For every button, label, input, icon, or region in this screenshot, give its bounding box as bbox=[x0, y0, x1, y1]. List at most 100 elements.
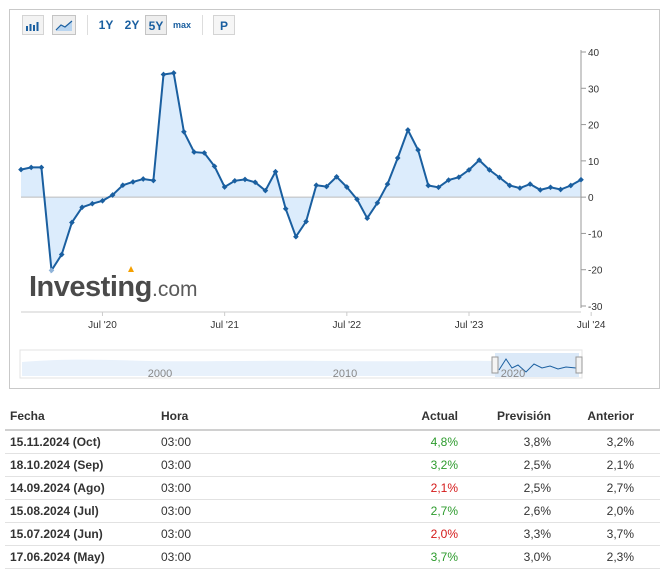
data-point[interactable] bbox=[455, 174, 462, 181]
data-point[interactable] bbox=[119, 182, 126, 189]
data-point[interactable] bbox=[89, 200, 96, 207]
row-time: 03:00 bbox=[161, 527, 192, 541]
data-point[interactable] bbox=[343, 184, 350, 190]
data-point[interactable] bbox=[466, 167, 472, 173]
y-tick-label: -10 bbox=[588, 229, 603, 240]
header-fecha[interactable]: Fecha bbox=[10, 409, 45, 423]
header-anterior[interactable]: Anterior bbox=[587, 409, 634, 423]
row-date: 15.11.2024 (Oct) bbox=[10, 435, 101, 449]
data-point[interactable] bbox=[333, 173, 340, 180]
data-point[interactable] bbox=[221, 184, 228, 190]
y-tick-label: 40 bbox=[588, 48, 600, 59]
data-point[interactable] bbox=[415, 147, 421, 153]
data-point[interactable] bbox=[211, 163, 218, 170]
data-point[interactable] bbox=[109, 192, 116, 198]
data-point[interactable] bbox=[496, 174, 503, 181]
x-tick-label: Jul '20 bbox=[88, 320, 117, 331]
header-hora[interactable]: Hora bbox=[161, 409, 189, 423]
data-point[interactable] bbox=[323, 183, 330, 190]
data-point[interactable] bbox=[567, 182, 574, 189]
chart-toolbar: 1Y 2Y 5Y max P bbox=[10, 10, 659, 40]
navigator-right-handle[interactable] bbox=[575, 356, 583, 374]
data-point[interactable] bbox=[578, 176, 584, 183]
range-1y-button[interactable]: 1Y bbox=[98, 18, 114, 32]
row-forecast: 2,5% bbox=[523, 458, 551, 472]
range-2y-button[interactable]: 2Y bbox=[124, 18, 140, 32]
data-point[interactable] bbox=[79, 204, 85, 211]
data-point[interactable] bbox=[99, 197, 106, 204]
header-actual[interactable]: Actual bbox=[421, 409, 458, 423]
row-forecast: 3,8% bbox=[523, 435, 551, 449]
table-row: 14.09.2024 (Ago) 03:00 2,1% 2,5% 2,7% bbox=[5, 477, 660, 500]
data-point[interactable] bbox=[140, 176, 147, 182]
data-point[interactable] bbox=[303, 218, 309, 225]
data-point[interactable] bbox=[282, 205, 289, 212]
data-point[interactable] bbox=[394, 155, 401, 161]
data-point[interactable] bbox=[272, 168, 279, 175]
data-point[interactable] bbox=[231, 177, 238, 184]
area-chart-glyph bbox=[55, 20, 73, 31]
area-chart-icon[interactable] bbox=[52, 15, 76, 35]
range-max-button[interactable]: max bbox=[172, 20, 191, 30]
data-point[interactable] bbox=[527, 181, 533, 187]
data-point[interactable] bbox=[476, 157, 483, 163]
data-point[interactable] bbox=[374, 200, 381, 206]
row-previous: 3,2% bbox=[606, 435, 634, 449]
data-point[interactable] bbox=[293, 233, 299, 240]
data-point[interactable] bbox=[517, 185, 523, 191]
data-point[interactable] bbox=[486, 167, 493, 173]
row-actual: 4,8% bbox=[430, 435, 458, 449]
data-point[interactable] bbox=[506, 182, 513, 189]
data-point[interactable] bbox=[557, 186, 564, 193]
data-point[interactable] bbox=[262, 187, 269, 194]
navigator-label-2000: 2000 bbox=[148, 368, 172, 380]
p-button[interactable]: P bbox=[213, 15, 235, 35]
y-tick-label: 0 bbox=[588, 193, 594, 204]
y-tick-label: 30 bbox=[588, 84, 600, 95]
data-point[interactable] bbox=[181, 128, 187, 135]
row-time: 03:00 bbox=[161, 481, 192, 495]
data-point[interactable] bbox=[150, 177, 157, 184]
x-tick-label: Jul '21 bbox=[210, 320, 239, 331]
table-row: 15.08.2024 (Jul) 03:00 2,7% 2,6% 2,0% bbox=[5, 500, 660, 523]
row-time: 03:00 bbox=[161, 435, 192, 449]
row-date: 17.06.2024 (May) bbox=[10, 550, 105, 564]
row-previous: 2,7% bbox=[606, 481, 634, 495]
plot-area: 40 30 20 10 0 -10 -20 -30 Jul '20 Jul '21 Jul '22 J… bbox=[18, 48, 606, 331]
watermark-suffix: .com bbox=[152, 278, 198, 301]
data-point[interactable] bbox=[384, 181, 391, 187]
row-forecast: 2,6% bbox=[523, 504, 551, 518]
row-date: 14.09.2024 (Ago) bbox=[10, 481, 105, 495]
range-5y-button[interactable]: 5Y bbox=[145, 15, 167, 35]
data-point[interactable] bbox=[242, 176, 248, 183]
row-forecast: 3,3% bbox=[523, 527, 551, 541]
navigator-selected-line bbox=[498, 358, 577, 373]
toolbar-separator bbox=[202, 15, 203, 35]
data-point[interactable] bbox=[547, 184, 554, 191]
navigator[interactable]: 2000 2010 2020 bbox=[19, 349, 583, 380]
data-point[interactable] bbox=[38, 164, 45, 171]
chart-panel: 1Y 2Y 5Y max P 40 30 20 10 0 -10 -20 -30 Jul '20… bbox=[9, 9, 660, 389]
data-point[interactable] bbox=[130, 179, 136, 185]
row-actual: 3,7% bbox=[430, 550, 458, 564]
row-date: 15.07.2024 (Jun) bbox=[10, 527, 103, 541]
data-point[interactable] bbox=[201, 150, 208, 156]
data-point[interactable] bbox=[354, 196, 360, 203]
row-previous: 3,7% bbox=[606, 527, 634, 541]
header-prevision[interactable]: Previsión bbox=[496, 409, 551, 423]
row-date: 15.08.2024 (Jul) bbox=[10, 504, 99, 518]
data-point[interactable] bbox=[191, 149, 197, 155]
series-area bbox=[21, 73, 581, 271]
data-point[interactable] bbox=[364, 215, 371, 222]
data-point[interactable] bbox=[445, 177, 452, 183]
watermark-accent bbox=[128, 266, 134, 272]
data-point[interactable] bbox=[537, 187, 544, 193]
data-point[interactable] bbox=[425, 182, 432, 189]
data-point[interactable] bbox=[405, 127, 411, 133]
y-tick-label: -30 bbox=[588, 302, 603, 313]
navigator-left-handle[interactable] bbox=[491, 356, 499, 374]
data-point[interactable] bbox=[435, 184, 442, 191]
data-point[interactable] bbox=[313, 182, 320, 189]
data-point[interactable] bbox=[252, 179, 259, 186]
bar-chart-icon[interactable] bbox=[22, 15, 44, 35]
